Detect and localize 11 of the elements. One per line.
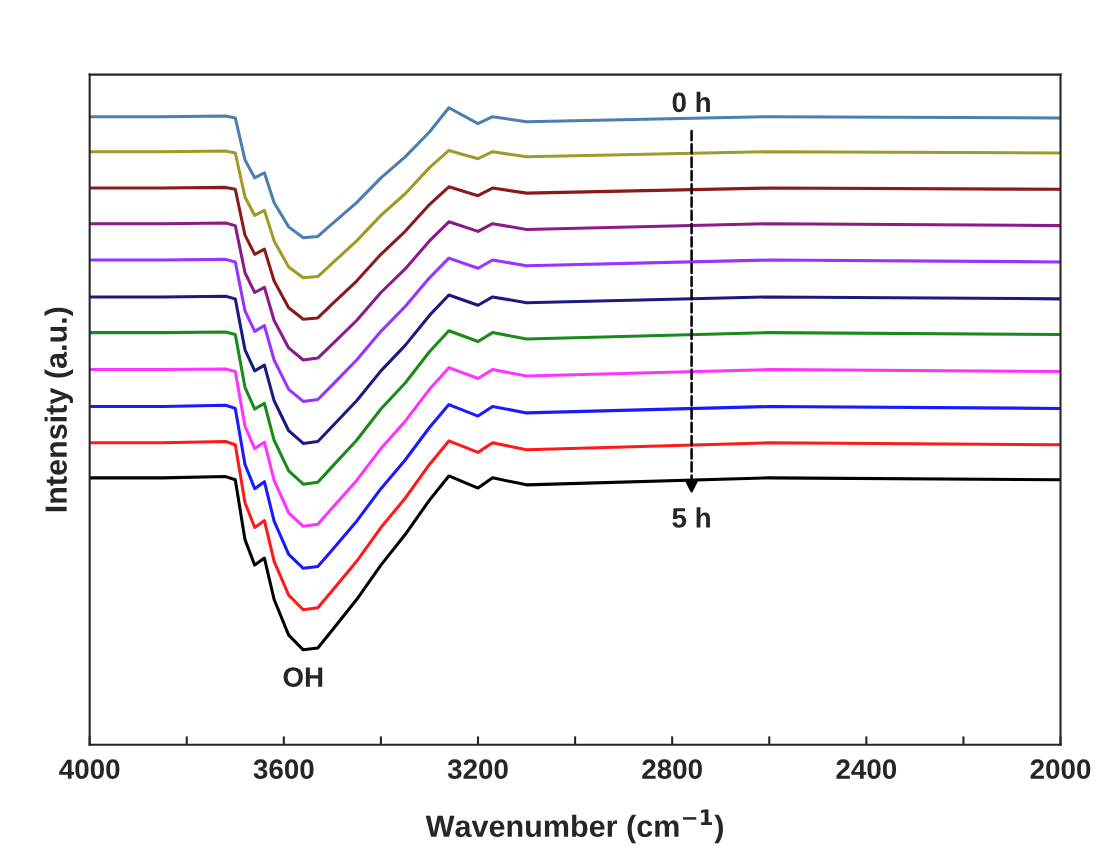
annotation: OH [283, 667, 323, 687]
y-axis-title: Intensity (a.u.) [44, 307, 73, 512]
x-tick-label: 3200 [447, 759, 508, 780]
x-tick-label: 3600 [253, 759, 314, 780]
annotation: 0 h [672, 91, 710, 113]
x-tick-label: 2800 [642, 759, 702, 780]
x-tick-label: 4000 [59, 759, 120, 780]
x-axis-title: Wavenumber (cm$^{−1}$) [425, 809, 723, 844]
annotation: 5 h [672, 507, 710, 528]
x-tick-label: 2000 [1030, 759, 1091, 780]
x-tick-label: 2400 [836, 759, 897, 780]
